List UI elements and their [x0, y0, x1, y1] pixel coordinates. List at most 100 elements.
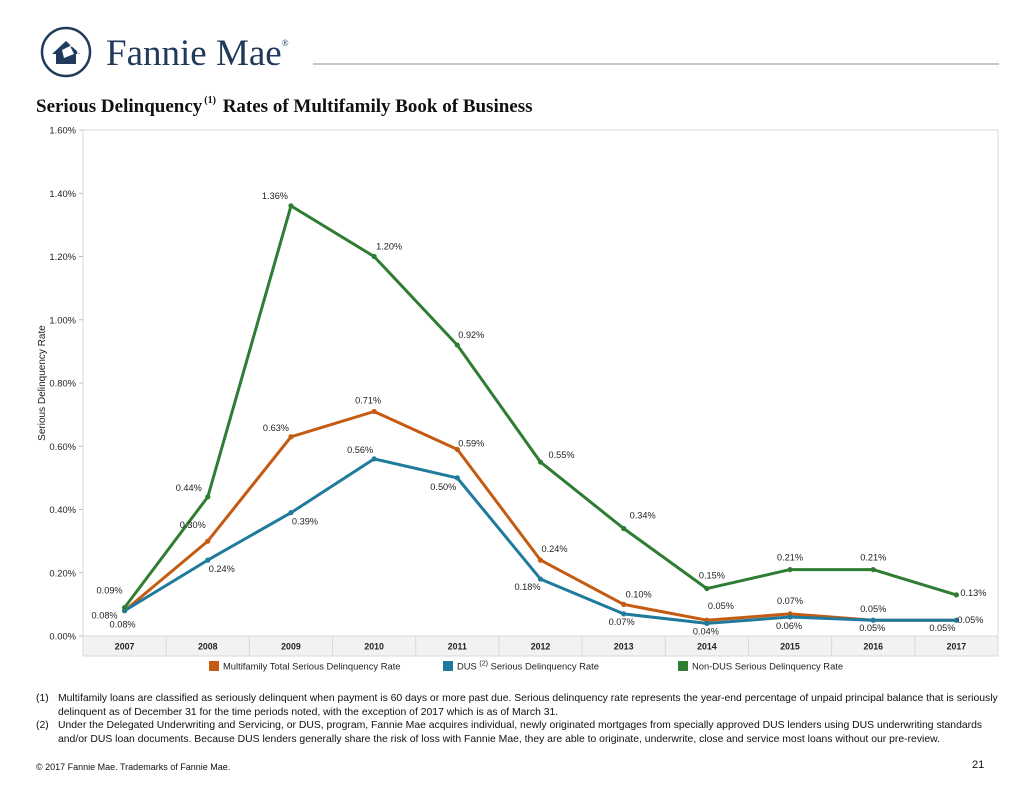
brand-name: Fannie Mae — [106, 33, 282, 74]
series-2-point — [371, 456, 377, 462]
series-3-data-label: 0.15% — [699, 571, 725, 581]
series-2-point — [870, 617, 876, 623]
series-3-data-label: 1.20% — [376, 242, 402, 252]
series-3-data-label: 0.21% — [777, 553, 803, 563]
registered-mark: ® — [281, 38, 289, 48]
series-1-data-label: 0.63% — [263, 423, 289, 433]
x-tick-label: 2008 — [198, 642, 218, 652]
x-tick-label: 2010 — [364, 642, 384, 652]
page-number: 21 — [972, 759, 985, 771]
series-1-point — [288, 434, 294, 440]
footnote-1-text: Multifamily loans are classified as seri… — [58, 693, 998, 718]
series-3-point — [787, 566, 793, 573]
legend-swatch-2 — [443, 661, 453, 671]
y-tick-label: 0.20% — [49, 567, 76, 578]
footnote-2-number: (2) — [36, 720, 49, 732]
series-3-data-label: 0.21% — [860, 553, 886, 563]
series-2-data-label: 0.04% — [693, 626, 719, 636]
legend-swatch-3 — [678, 661, 688, 671]
series-2-point — [454, 475, 460, 481]
legend-label-2: DUS (2) Serious Delinquency Rate — [457, 661, 599, 672]
series-1-data-label: 0.07% — [777, 596, 803, 606]
series-2-data-label: 0.39% — [292, 517, 318, 527]
x-tick-label: 2012 — [531, 642, 551, 652]
y-tick-label: 1.20% — [49, 251, 76, 262]
series-2-point — [288, 510, 294, 516]
footnotes: (1) Multifamily loans are classified as … — [36, 692, 1006, 746]
series-3-data-label: 0.34% — [630, 510, 656, 520]
series-3-point — [371, 253, 377, 260]
series-3-point — [870, 566, 876, 573]
series-3-data-label: 0.09% — [97, 586, 123, 596]
series-1-data-label: 0.30% — [180, 520, 206, 530]
series-1-data-label: 0.05% — [708, 601, 734, 611]
title-footnote-ref: (1) — [204, 94, 216, 106]
series-1-point — [371, 408, 377, 415]
series-3-point — [205, 494, 211, 500]
series-3-point — [537, 459, 544, 465]
series-2-data-label: 0.07% — [609, 617, 635, 627]
series-2-point — [537, 576, 544, 582]
y-tick-label: 0.60% — [49, 441, 76, 452]
series-1-data-label: 0.24% — [541, 544, 567, 554]
series-3-data-label: 1.36% — [262, 191, 288, 201]
series-2-data-label: 0.06% — [776, 621, 802, 631]
series-2-data-label: 0.18% — [514, 582, 540, 592]
x-tick-label: 2007 — [115, 642, 135, 652]
footnote-1: (1) Multifamily loans are classified as … — [36, 692, 1006, 719]
plot-area — [82, 129, 999, 637]
series-3-point — [953, 592, 960, 598]
x-tick-label: 2011 — [448, 642, 467, 652]
series-1-data-label: 0.08% — [92, 611, 118, 621]
x-axis-band — [82, 635, 999, 657]
series-1-data-label: 0.10% — [626, 589, 652, 599]
series-1-data-label: 0.71% — [355, 395, 381, 405]
series-3-point — [288, 203, 294, 209]
series-1-point — [205, 538, 211, 544]
series-1-point — [454, 446, 460, 453]
y-tick-label: 1.40% — [49, 188, 76, 199]
legend-label-1: Multifamily Total Serious Delinquency Ra… — [223, 661, 401, 672]
x-tick-label: 2014 — [697, 642, 717, 652]
series-2-data-label: 0.50% — [430, 482, 456, 492]
series-3-point — [454, 342, 460, 348]
y-tick-label: 0.80% — [49, 378, 76, 389]
y-tick-label: 0.40% — [49, 504, 76, 515]
title-text-before: Serious Delinquency — [36, 96, 203, 117]
series-3-data-label: 0.92% — [458, 330, 484, 340]
series-2-point — [704, 620, 710, 626]
series-1-data-label: 0.05% — [860, 604, 886, 614]
series-2-point — [205, 557, 211, 563]
series-2-point — [787, 614, 793, 620]
series-1-point — [621, 601, 627, 607]
fannie-mae-logo: Fannie Mae® — [40, 26, 300, 80]
chart-title: Serious Delinquency (1) Rates of Multifam… — [36, 94, 533, 118]
series-2-data-label: 0.05% — [929, 623, 955, 633]
series-2-data-label: 0.24% — [209, 564, 235, 574]
y-axis-label: Serious Delinquency Rate — [37, 325, 48, 441]
x-tick-label: 2009 — [281, 642, 301, 652]
y-tick-label: 1.60% — [49, 125, 76, 136]
footnote-1-number: (1) — [36, 693, 49, 704]
title-text-after: Rates of Multifamily Book of Business — [222, 96, 533, 117]
y-tick-label: 0.00% — [49, 631, 76, 642]
footnote-2-text: Under the Delegated Underwriting and Ser… — [58, 720, 983, 745]
series-3-data-label: 0.44% — [176, 483, 202, 493]
series-3-point — [704, 585, 710, 592]
series-3-point — [121, 604, 128, 611]
series-1-data-label: 0.59% — [458, 438, 484, 448]
series-1-point — [537, 557, 544, 563]
footnote-2: (2) Under the Delegated Underwriting and… — [36, 719, 1006, 746]
series-2-point — [953, 617, 960, 623]
x-tick-label: 2016 — [863, 642, 883, 652]
header-divider — [313, 63, 999, 65]
x-tick-label: 2015 — [780, 642, 800, 652]
series-2-data-label: 0.56% — [347, 445, 373, 455]
series-2-data-label: 0.08% — [110, 620, 136, 630]
series-2-point — [621, 611, 627, 617]
x-tick-label: 2013 — [614, 642, 634, 652]
y-tick-label: 1.00% — [49, 314, 76, 325]
house-icon — [40, 26, 92, 78]
series-2-data-label: 0.05% — [859, 623, 885, 633]
legend-swatch-1 — [209, 661, 219, 671]
